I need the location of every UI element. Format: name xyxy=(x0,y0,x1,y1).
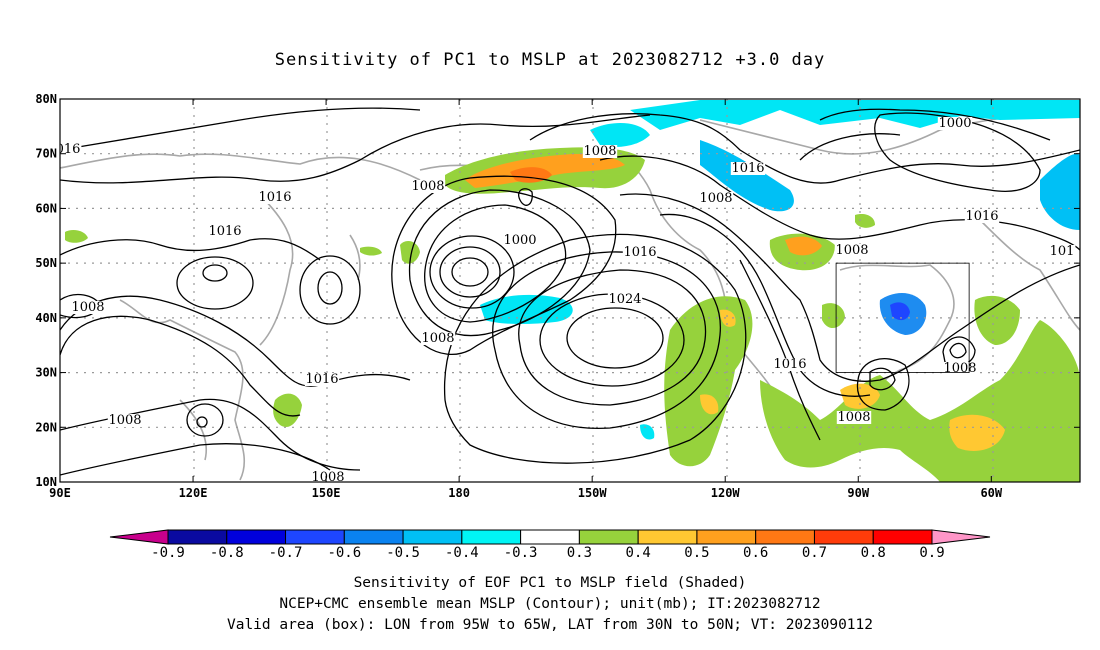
colorbar-swatch xyxy=(755,529,815,545)
colorbar-swatch xyxy=(226,529,287,545)
caption-line-3: Valid area (box): LON from 95W to 65W, L… xyxy=(226,617,873,633)
colorbar-tick-label: -0.9 xyxy=(151,545,185,561)
isobar-label: 1016 xyxy=(208,224,241,239)
lat-label: 20N xyxy=(35,420,57,434)
lon-label: 120E xyxy=(179,486,208,500)
colorbar-swatch xyxy=(696,529,757,545)
isobar-label: 1016 xyxy=(623,245,656,260)
longitude-labels: 90E 120E 150E 180 150W 120W 90W 60W xyxy=(49,99,1003,500)
colorbar-tick-label: 0.4 xyxy=(626,545,651,561)
isobar-label: 016 xyxy=(56,142,81,157)
plot-frame xyxy=(59,98,1081,483)
isobar-label: 1016 xyxy=(258,190,291,205)
map-title: Sensitivity of PC1 to MSLP at 2023082712… xyxy=(274,50,826,70)
colorbar-swatch xyxy=(285,529,345,545)
lon-label: 120W xyxy=(711,486,741,500)
isobar-label: 1008 xyxy=(943,361,976,376)
colorbar: -0.9 -0.8 -0.7 -0.6 -0.5 -0.4 -0.3 0.3 0.4 0.5 0.6… xyxy=(109,529,991,561)
isobar-label: 1000 xyxy=(938,116,971,131)
isobar-label: 1008 xyxy=(411,179,444,194)
isobar-labels: 016 1008 1016 1016 1008 1000 1008 1024 1016 1008 1… xyxy=(56,116,1076,485)
colorbar-tick-label: -0.7 xyxy=(269,545,303,561)
lat-label: 60N xyxy=(35,201,57,215)
isobar-label: 101 xyxy=(1050,244,1075,259)
colorbar-swatch xyxy=(402,529,463,545)
isobar-label: 1008 xyxy=(71,300,104,315)
isobar-label: 1016 xyxy=(773,357,806,372)
caption: Sensitivity of EOF PC1 to MSLP field (Sh… xyxy=(0,573,1100,636)
lat-label: 40N xyxy=(35,311,57,325)
isobar-label: 1008 xyxy=(108,413,141,428)
isobar-label: 1016 xyxy=(305,372,338,387)
colorbar-tick-label: -0.3 xyxy=(504,545,538,561)
lat-label: 80N xyxy=(35,92,57,106)
sensitivity-shading xyxy=(65,100,1080,482)
isobar-label: 1016 xyxy=(965,209,998,224)
colorbar-swatch xyxy=(813,529,874,545)
lat-label: 50N xyxy=(35,256,57,270)
colorbar-tick-label: 0.9 xyxy=(919,545,944,561)
colorbar-tick-label: -0.4 xyxy=(445,545,479,561)
isobar-label: 1008 xyxy=(583,144,616,159)
valid-area-box xyxy=(835,262,970,373)
isobar-label: 1008 xyxy=(699,191,732,206)
colorbar-tick-label: 0.8 xyxy=(861,545,886,561)
colorbar-swatch xyxy=(167,529,228,545)
lat-label: 30N xyxy=(35,366,57,380)
isobar-label: 1008 xyxy=(835,243,868,258)
colorbar-low-extend xyxy=(109,529,169,545)
colorbar-swatch xyxy=(578,529,639,545)
colorbar-tick-label: 0.7 xyxy=(802,545,827,561)
colorbar-tick-label: 0.5 xyxy=(684,545,709,561)
colorbar-tick-label: 0.6 xyxy=(743,545,768,561)
isobar-label: 1024 xyxy=(608,292,641,307)
colorbar-swatch xyxy=(637,529,698,545)
lat-label: 70N xyxy=(35,147,57,161)
colorbar-tick-label: 0.3 xyxy=(567,545,592,561)
colorbar-high-extend xyxy=(931,529,991,545)
isobar-label: 1008 xyxy=(421,331,454,346)
lon-label: 150W xyxy=(578,486,608,500)
isobar-label: 1008 xyxy=(311,470,344,485)
latitude-labels: 80N 70N 60N 50N 40N 30N 20N 10N xyxy=(35,92,1080,489)
lon-label: 150E xyxy=(312,486,341,500)
lon-label: 60W xyxy=(980,486,1002,500)
lon-label: 90E xyxy=(49,486,71,500)
caption-line-2: NCEP+CMC ensemble mean MSLP (Contour); u… xyxy=(279,596,821,612)
colorbar-swatch xyxy=(520,529,580,545)
colorbar-swatch xyxy=(343,529,404,545)
colorbar-tick-label: -0.6 xyxy=(327,545,361,561)
caption-line-1: Sensitivity of EOF PC1 to MSLP field (Sh… xyxy=(353,575,747,591)
lon-label: 90W xyxy=(847,486,869,500)
colorbar-tick-label: -0.8 xyxy=(210,545,244,561)
isobar-label: 1000 xyxy=(503,233,536,248)
colorbar-swatch xyxy=(461,529,522,545)
colorbar-swatch xyxy=(872,529,933,545)
isobar-label: 1016 xyxy=(731,161,764,176)
isobar-label: 1008 xyxy=(837,410,870,425)
colorbar-tick-label: -0.5 xyxy=(386,545,420,561)
lat-label: 10N xyxy=(35,475,57,489)
lon-label: 180 xyxy=(448,486,470,500)
